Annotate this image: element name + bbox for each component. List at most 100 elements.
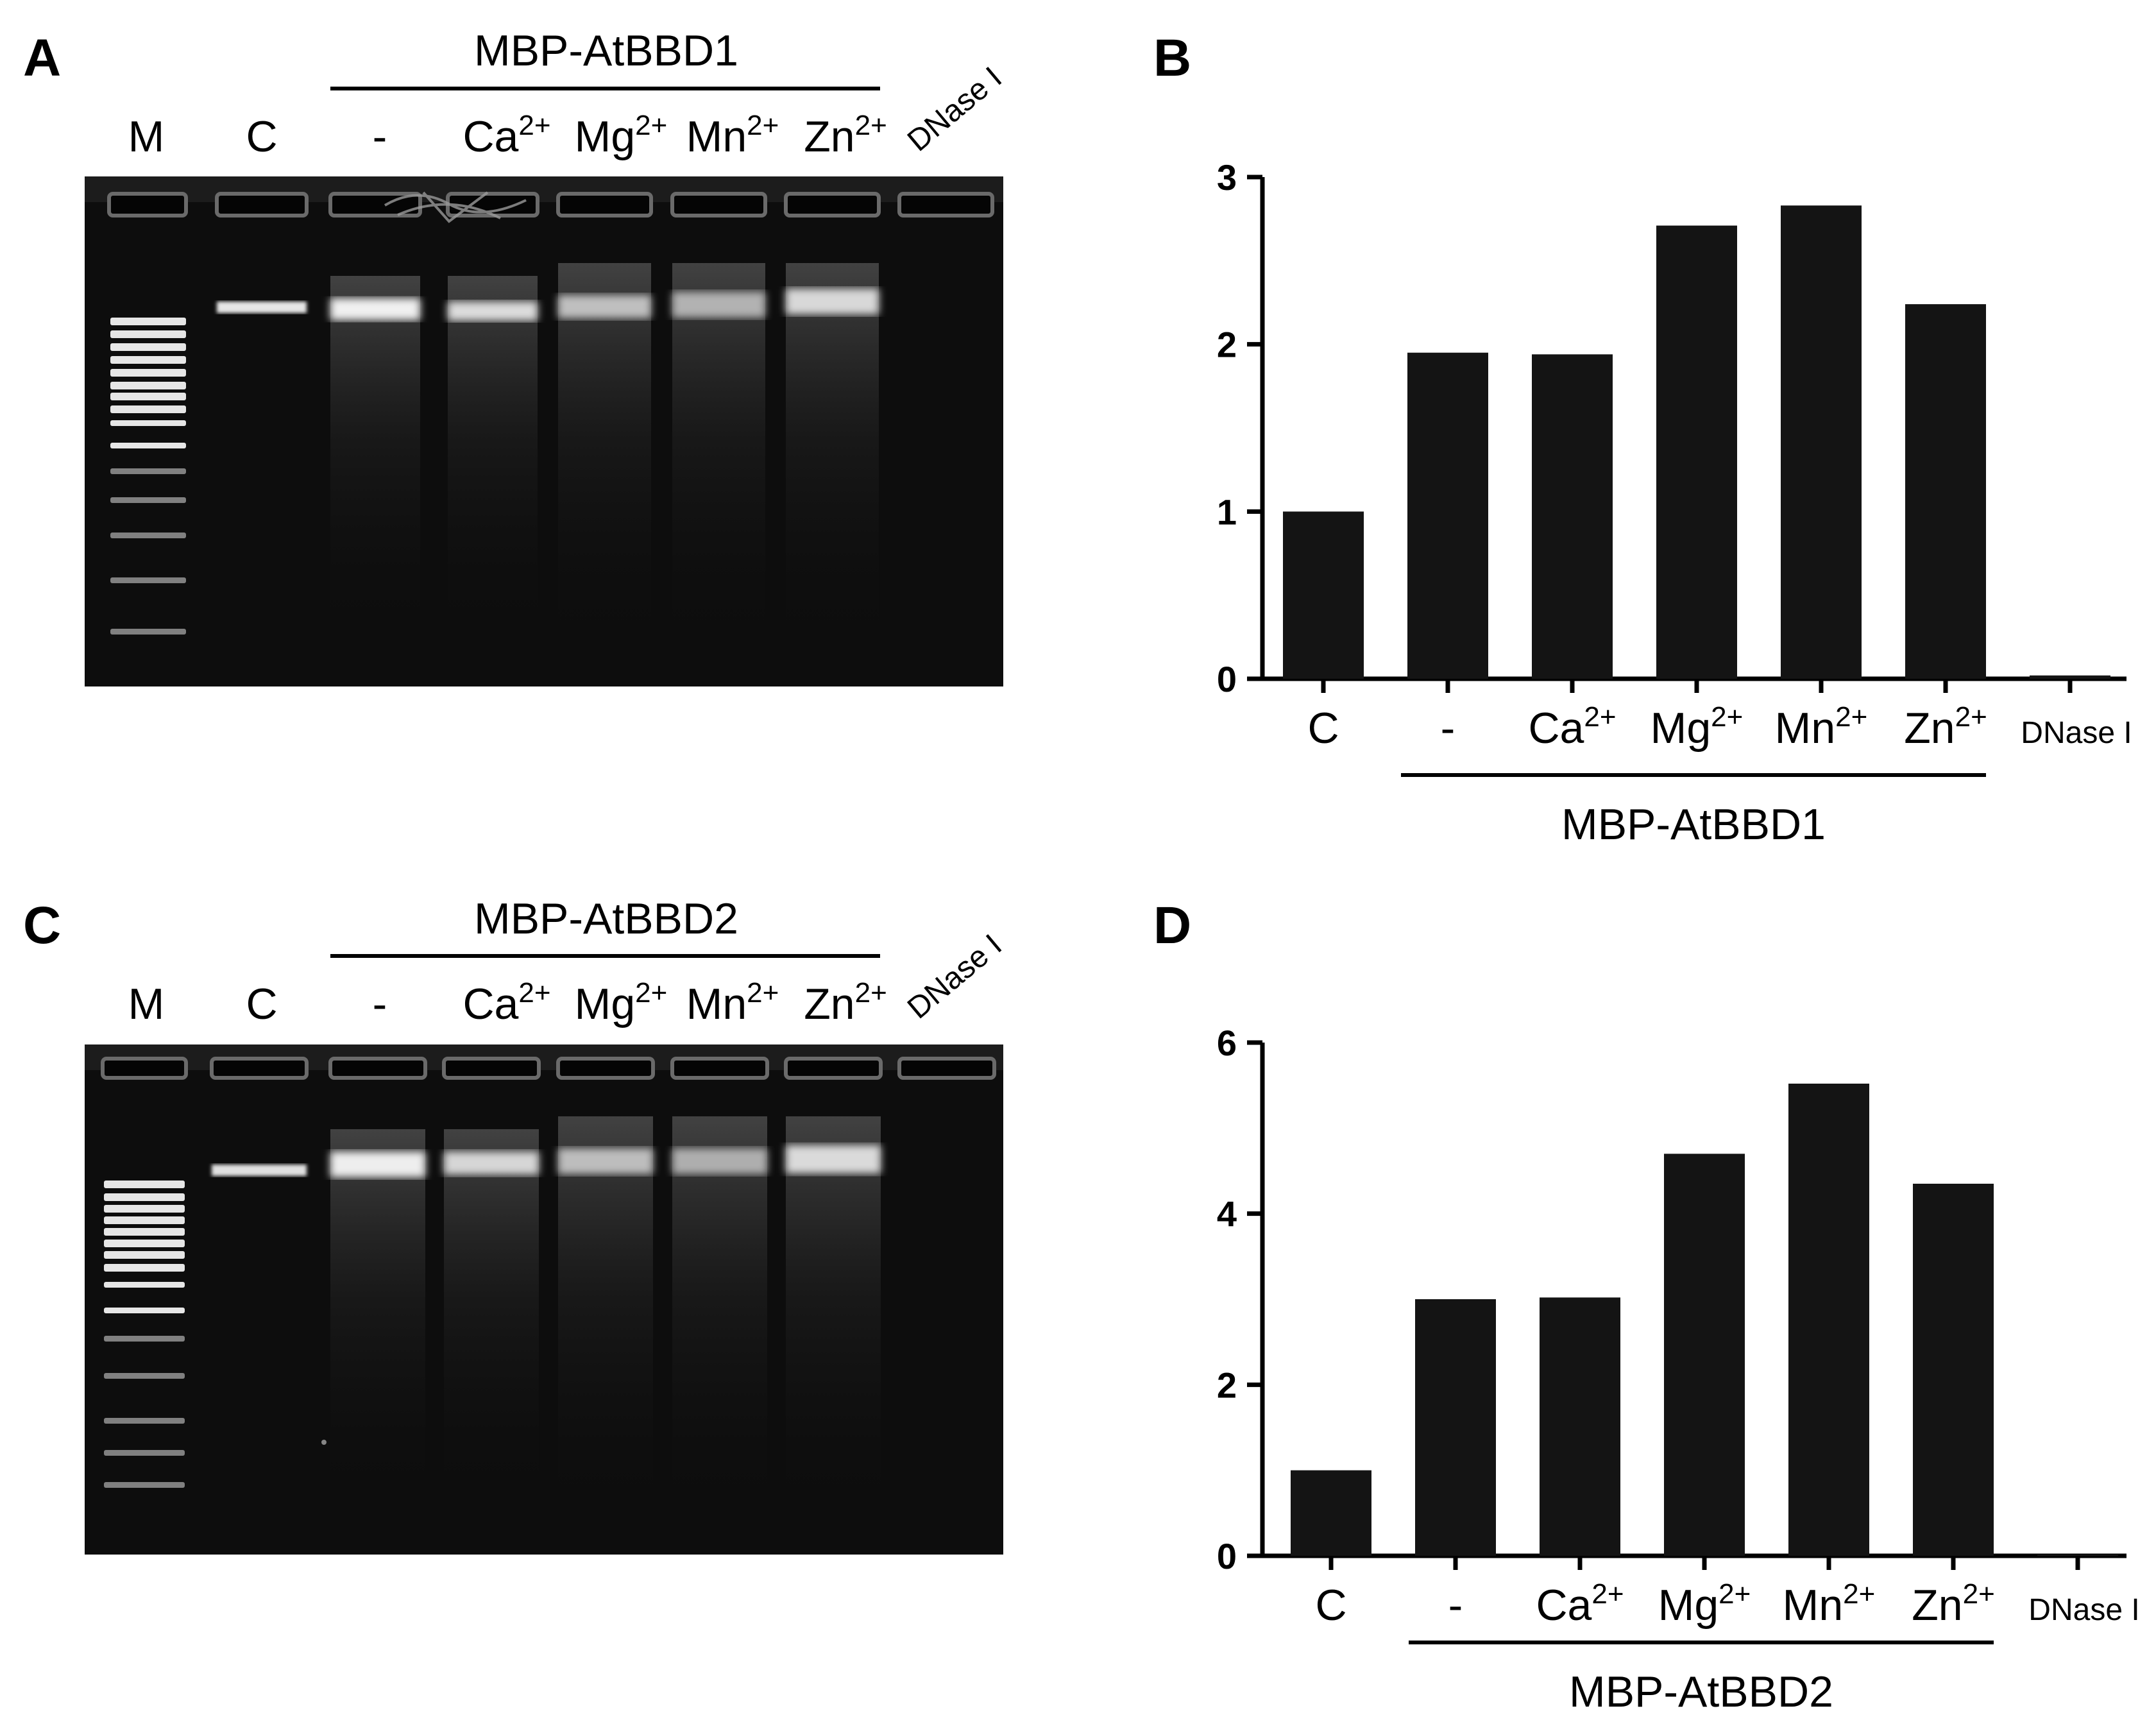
ladder-band — [110, 369, 186, 377]
y-tick-label: 0 — [1217, 659, 1237, 699]
gel-a-band-control — [217, 302, 307, 313]
gel-lane-label-6: Zn2+ — [804, 110, 887, 161]
gel-a-lane-labels: M C - Ca2+ Mg2+ Mn2+ Zn2+ — [128, 110, 887, 161]
x-tick-label-0: C — [1307, 704, 1339, 753]
gel-lane-label-0: M — [128, 112, 165, 161]
ladder-band — [110, 468, 186, 474]
ladder-band — [110, 393, 186, 400]
bar-6 — [2037, 1555, 2118, 1556]
x-tick-label-2: Ca2+ — [1528, 701, 1616, 753]
gel-lane-label-4: Mg2+ — [575, 977, 668, 1028]
ladder-band — [104, 1181, 185, 1188]
ladder-band — [110, 382, 186, 389]
gel-c-marker-ladder — [104, 1181, 185, 1488]
ladder-band — [104, 1450, 185, 1456]
ladder-band — [104, 1482, 185, 1488]
y-tick-label: 3 — [1217, 157, 1237, 198]
ladder-band — [104, 1373, 185, 1379]
ladder-band — [110, 629, 186, 635]
gel-a-marker-ladder — [110, 318, 186, 635]
bar-4 — [1781, 205, 1862, 679]
x-tick-label-4: Mn2+ — [1775, 701, 1868, 753]
ladder-band — [104, 1216, 185, 1224]
ladder-band — [110, 497, 186, 503]
ladder-band — [110, 318, 186, 325]
panel-letter-c: C — [23, 896, 61, 955]
gel-a-debris — [384, 191, 527, 223]
ladder-band — [110, 405, 186, 413]
gel-lane-label-5: Mn2+ — [686, 110, 779, 161]
ladder-band — [104, 1193, 185, 1201]
gel-lane-label-3: Ca2+ — [463, 110, 550, 161]
ladder-band — [110, 356, 186, 364]
ladder-band — [110, 420, 186, 426]
ladder-band — [110, 343, 186, 351]
x-tick-label-6: DNase I — [2021, 716, 2132, 750]
gel-lane-label-3: Ca2+ — [463, 977, 550, 1028]
ladder-band — [110, 533, 186, 538]
bar-1 — [1415, 1299, 1496, 1556]
gel-c-smears — [330, 1116, 881, 1514]
x-bracket-label: MBP-AtBBD2 — [1569, 1667, 1833, 1716]
gel-image-a — [85, 176, 1003, 686]
panel-a: A MBP-AtBBD1 M C - Ca2+ Mg2+ Mn2+ Zn2+ DNase I — [23, 26, 1008, 686]
gel-a-protein-label: MBP-AtBBD1 — [474, 26, 738, 75]
bar-chart-d: 0 2 4 6 C - Ca2+ Mg2+ Mn2+ Zn2+ DNase I MBP-AtBBD2 — [1217, 1023, 2140, 1716]
bar-3 — [1656, 225, 1737, 679]
panel-letter-b: B — [1153, 29, 1191, 87]
ladder-band — [104, 1228, 185, 1236]
ladder-band — [104, 1282, 185, 1288]
y-tick-label: 6 — [1217, 1023, 1237, 1063]
x-tick-label-5: Zn2+ — [1912, 1578, 1995, 1630]
ladder-band — [104, 1264, 185, 1272]
gel-lane-label-5: Mn2+ — [686, 977, 779, 1028]
bar-4 — [1788, 1084, 1869, 1556]
gel-c-band-control — [212, 1164, 307, 1176]
bar-chart-b: 0 1 2 3 C - Ca2+ Mg2+ Mn2+ Zn2+ DNase I MBP-AtBBD1 — [1217, 157, 2132, 849]
gel-image-c — [85, 1044, 1003, 1555]
y-tick-label: 2 — [1217, 1365, 1237, 1405]
y-tick-label: 0 — [1217, 1536, 1237, 1576]
ladder-band — [104, 1418, 185, 1424]
bar-5 — [1913, 1184, 1994, 1556]
bar-0 — [1283, 511, 1364, 679]
bar-5 — [1905, 304, 1986, 679]
x-tick-label-1: - — [1441, 704, 1456, 753]
ladder-band — [104, 1240, 185, 1247]
ladder-band — [104, 1336, 185, 1342]
panel-d: D 0 2 4 6 C - Ca2+ Mg2+ Mn2+ Zn2+ DNase I MBP-AtBBD… — [1153, 896, 2140, 1716]
ladder-band — [104, 1308, 185, 1313]
bar-2 — [1532, 354, 1613, 679]
x-tick-label-3: Mg2+ — [1651, 701, 1744, 753]
panel-letter-a: A — [23, 29, 61, 87]
bar-1 — [1407, 352, 1488, 679]
x-tick-label-0: C — [1315, 1581, 1346, 1630]
x-tick-label-4: Mn2+ — [1783, 1578, 1876, 1630]
x-tick-label-3: Mg2+ — [1658, 1578, 1751, 1630]
ladder-band — [110, 577, 186, 583]
x-tick-label-5: Zn2+ — [1904, 701, 1987, 753]
bar-0 — [1291, 1470, 1371, 1556]
y-tick-label: 1 — [1217, 491, 1237, 532]
gel-lane-label-4: Mg2+ — [575, 110, 668, 161]
x-bracket-label: MBP-AtBBD1 — [1561, 800, 1826, 849]
x-tick-label-1: - — [1448, 1581, 1463, 1630]
panel-c: C MBP-AtBBD2 M C - Ca2+ Mg2+ Mn2+ Zn2+ DNase I — [23, 894, 1008, 1555]
ladder-band — [104, 1251, 185, 1259]
gel-lane-label-1: C — [246, 112, 277, 161]
ladder-band — [110, 330, 186, 338]
bar-3 — [1664, 1154, 1745, 1556]
bar-6 — [2030, 675, 2110, 679]
gel-c-lane-labels: M C - Ca2+ Mg2+ Mn2+ Zn2+ — [128, 977, 887, 1028]
bar-2 — [1540, 1297, 1620, 1556]
panel-b: B 0 1 2 3 C - Ca2+ Mg2+ Mn2+ Zn2+ DNase I MBP-AtBBD… — [1153, 29, 2132, 849]
ladder-band — [110, 443, 186, 448]
x-tick-label-2: Ca2+ — [1536, 1578, 1624, 1630]
x-tick-label-6: DNase I — [2028, 1593, 2139, 1627]
gel-a-smears — [330, 263, 879, 648]
gel-lane-label-2: - — [373, 980, 387, 1028]
panel-letter-d: D — [1153, 896, 1191, 955]
gel-c-wells — [101, 1057, 996, 1080]
gel-lane-label-6: Zn2+ — [804, 977, 887, 1028]
